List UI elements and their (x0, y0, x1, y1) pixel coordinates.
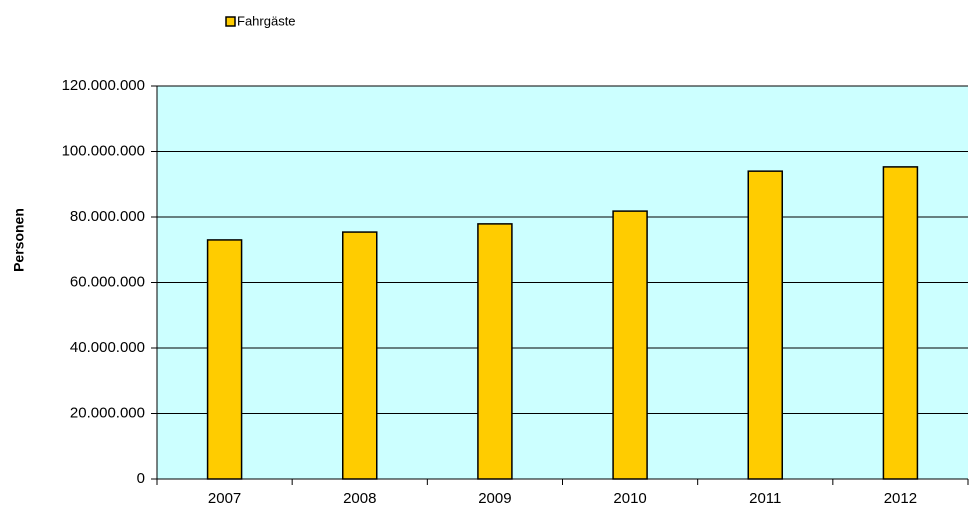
bar (206, 239, 243, 480)
legend-label: Fahrgäste (237, 13, 296, 28)
bar (612, 210, 648, 480)
y-tick-label: 40.000.000 (70, 339, 145, 356)
y-tick-label: 80.000.000 (70, 208, 145, 225)
y-tick-label: 20.000.000 (70, 404, 145, 421)
x-tick-label: 2007 (208, 490, 241, 507)
x-tick-label: 2009 (478, 490, 511, 507)
bar (477, 223, 513, 480)
x-tick-label: 2008 (343, 490, 376, 507)
x-tick-label: 2011 (749, 490, 781, 507)
y-axis-label: Personen (11, 208, 27, 272)
bar (342, 231, 378, 480)
x-tick-label: 2010 (613, 490, 646, 507)
y-tick-label: 100.000.000 (62, 142, 145, 159)
x-tick-label: 2012 (884, 490, 917, 507)
y-tick-label: 120.000.000 (62, 77, 145, 94)
y-tick-label: 0 (137, 470, 145, 487)
bar (747, 170, 783, 480)
legend-swatch (225, 16, 236, 27)
bar (882, 166, 919, 480)
y-tick-label: 60.000.000 (70, 273, 145, 290)
